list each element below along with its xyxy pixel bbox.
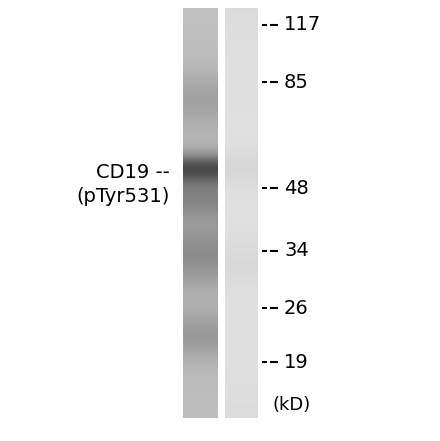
Text: 34: 34 [284, 242, 309, 261]
Text: 117: 117 [284, 15, 321, 34]
Text: 48: 48 [284, 179, 309, 198]
Text: (pTyr531): (pTyr531) [77, 187, 170, 206]
Text: (kD): (kD) [272, 396, 310, 414]
Text: 19: 19 [284, 352, 309, 371]
Text: CD19 --: CD19 -- [96, 162, 170, 182]
Text: 85: 85 [284, 72, 309, 91]
Text: 26: 26 [284, 299, 309, 318]
